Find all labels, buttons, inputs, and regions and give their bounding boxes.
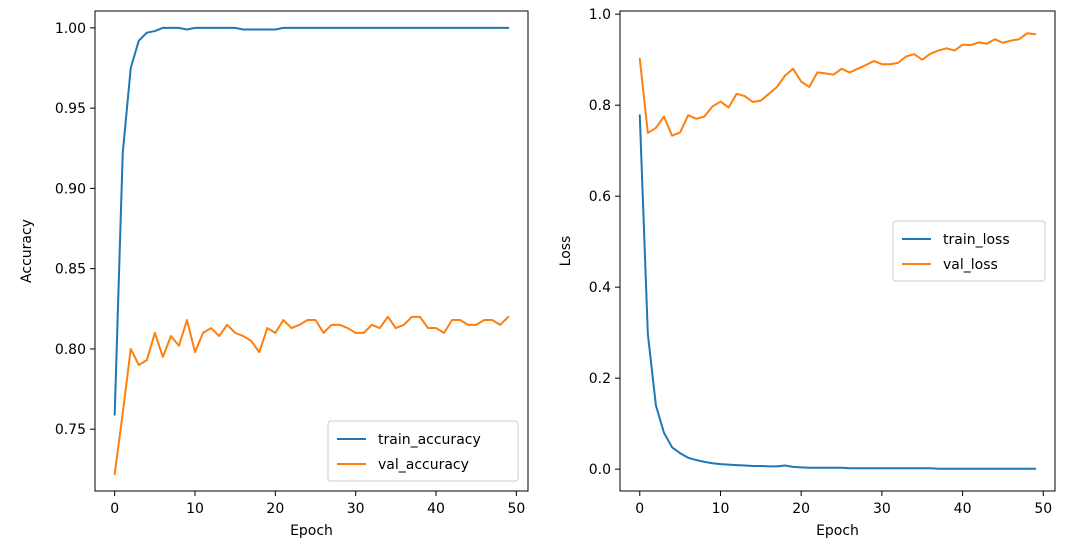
y-tick-label: 0.90 [55, 181, 86, 197]
legend-box [327, 420, 519, 482]
y-tick-label: 0.6 [589, 189, 611, 205]
x-tick-label: 20 [266, 501, 284, 517]
chart-loss: 0 10 20 30 40 50 0.0 0.2 0.4 0.6 0.8 1.0 Epoch Loss tr… [558, 7, 1056, 539]
x-tick-label: 50 [507, 501, 525, 517]
legend-label-train_loss: train_loss [943, 232, 1010, 248]
x-tick-label: 10 [186, 501, 204, 517]
axes-frame [94, 10, 529, 492]
y-axis-label: Loss [558, 236, 574, 267]
series-line-train_loss [638, 114, 1037, 470]
x-tick-label: 10 [712, 501, 730, 517]
legend-box [892, 220, 1046, 282]
y-tick-label: 0.4 [589, 280, 611, 296]
axes-frame [619, 10, 1056, 492]
y-tick-label: 1.0 [589, 7, 611, 23]
x-axis-label: Epoch [290, 523, 333, 539]
series-line-val_accuracy [113, 315, 510, 476]
y-tick-label: 0.80 [55, 342, 86, 358]
y-tick-label: 0.85 [55, 262, 86, 278]
x-tick-label: 30 [873, 501, 891, 517]
y-tick-label: 0.75 [55, 422, 86, 438]
x-tick-label: 20 [792, 501, 810, 517]
x-tick-label: 30 [347, 501, 365, 517]
y-tick-label: 1.00 [55, 21, 86, 37]
chart-accuracy: 0 10 20 30 40 50 0.75 0.80 0.85 0.90 0.95 1.00 Epoch… [19, 10, 529, 539]
x-tick-label: 40 [954, 501, 972, 517]
y-tick-label: 0.0 [589, 462, 611, 478]
x-axis-label: Epoch [816, 523, 859, 539]
y-tick-label: 0.8 [589, 98, 611, 114]
x-tick-label: 0 [635, 501, 644, 517]
y-axis-label: Accuracy [19, 219, 35, 283]
legend: train_loss val_loss [892, 220, 1046, 282]
legend-label-val_accuracy: val_accuracy [378, 457, 469, 473]
legend-label-train_accuracy: train_accuracy [378, 432, 481, 448]
y-tick-label: 0.2 [589, 371, 611, 387]
series-line-val_loss [638, 32, 1037, 137]
legend-label-val_loss: val_loss [943, 257, 998, 273]
y-tick-label: 0.95 [55, 101, 86, 117]
x-tick-label: 40 [427, 501, 445, 517]
legend: train_accuracy val_accuracy [327, 420, 519, 482]
series-line-train_accuracy [113, 26, 510, 416]
x-tick-label: 50 [1034, 501, 1052, 517]
x-tick-label: 0 [110, 501, 119, 517]
